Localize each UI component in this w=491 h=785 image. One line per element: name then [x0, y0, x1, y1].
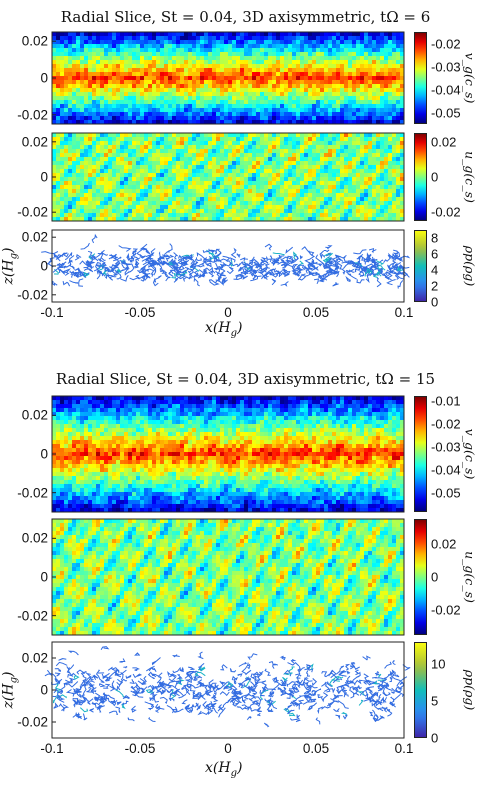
figure-1-rhop-colorbar-label: ρp(ρg) — [462, 245, 478, 287]
figure-1-panel-3-colorbar-tick: 6 — [431, 246, 439, 262]
figure-2-ug-heatmap — [51, 518, 405, 636]
figure-1-vz-colorbar — [414, 32, 427, 124]
figure-1-panel-1-colorbar-tick: -0.05 — [431, 105, 461, 120]
figure-1-rhop-scatter — [41, 229, 411, 303]
figure-2-panel-2-colorbar-tick: -0.02 — [431, 602, 461, 618]
figure-1-panel-1-colorbar-tick: -0.02 — [431, 36, 461, 51]
figure-2-panel-2-ytick: 0.02 — [21, 530, 48, 546]
figure-1-vz-colorbar-label: v_g(c_s) — [462, 52, 478, 104]
figure-2-panel-1-colorbar-tick: -0.03 — [431, 439, 461, 455]
figure-2-panel-1-colorbar-tick: -0.05 — [431, 485, 461, 501]
figure-2-rhop-scatter — [44, 641, 411, 739]
figure-2-vz-colorbar-label: v_g(c_s) — [462, 428, 478, 480]
figure-2-panel-1-colorbar-tick: -0.04 — [431, 462, 461, 478]
figure-1-xtick: -0.1 — [40, 305, 64, 320]
figure-2-panel-3-colorbar-tick: 0 — [431, 730, 439, 746]
figure-1-xtick: 0 — [224, 305, 232, 320]
figure-1-panel-2-colorbar-tick: 0.02 — [431, 134, 457, 150]
figure-2-panel-2-ytick: 0 — [40, 569, 48, 585]
figure-1-vz-heatmap — [51, 31, 405, 125]
figure-1-panel-1-ytick: 0.02 — [21, 33, 48, 49]
figure-1-panel-2-ytick: 0.02 — [21, 134, 48, 150]
figure-2-panel-2-ytick: -0.02 — [17, 608, 48, 624]
figure-2-vz-heatmap — [51, 395, 405, 513]
figure-2-ug-colorbar-label: u_g(c_s) — [462, 551, 478, 603]
figure-1-ug-heatmap — [51, 132, 405, 222]
figure-2-vz-colorbar — [414, 396, 427, 512]
figure-2-panel-3-ytick: 0.02 — [21, 650, 48, 666]
figure-2-panel-3-colorbar-tick: 5 — [431, 693, 439, 709]
figure-2-panel-1-ytick: 0 — [40, 446, 48, 462]
figure-2-xtick: 0.05 — [302, 741, 330, 756]
figure-2-panel-1-colorbar-tick: -0.02 — [431, 416, 461, 432]
figure-1-panel-3-ytick: 0 — [40, 258, 48, 274]
figure-1-panel-3-colorbar-tick: 2 — [431, 278, 439, 294]
figure-1-panel-2-ytick: -0.02 — [17, 204, 48, 220]
figure-1-panel-2-colorbar-tick: 0 — [431, 169, 439, 185]
figure-2-rhop-colorbar-label: ρp(ρg) — [462, 669, 478, 711]
figure-1-panel-3-colorbar-tick: 0 — [431, 294, 439, 310]
figure-1-xlabel: x(Hg) — [205, 320, 243, 339]
figure-1-panel-1-ytick: 0 — [40, 70, 48, 86]
figure-1-ug-colorbar — [414, 133, 427, 221]
figure-2-xtick: 0 — [224, 741, 232, 756]
figure-2-xtick: -0.1 — [40, 741, 64, 756]
figure-1-title: Radial Slice, St = 0.04, 3D axisymmetric… — [60, 8, 431, 26]
figure-1-panel-1-colorbar-tick: -0.04 — [431, 82, 461, 97]
figure-1-panel-2-colorbar-tick: -0.02 — [431, 204, 461, 220]
figure-2-title: Radial Slice, St = 0.04, 3D axisymmetric… — [55, 370, 436, 388]
figure-1-panel-3-colorbar-tick: 4 — [431, 262, 439, 278]
figure-1-ug-colorbar-label: u_g(c_s) — [462, 151, 478, 203]
figure-1-xtick: 0.05 — [302, 305, 330, 320]
figure-2-panel-2-colorbar-tick: 0.02 — [431, 536, 457, 552]
figure-2-panel-1-colorbar-tick: -0.01 — [431, 393, 461, 409]
figure-2-panel-3-ytick: -0.02 — [17, 714, 48, 730]
figure-2-panel-1-ytick: 0.02 — [21, 407, 48, 423]
figure-2-ug-colorbar — [414, 519, 427, 635]
figure-1-xtick: 0.1 — [394, 305, 414, 320]
figure-2-panel-3-ytick: 0 — [40, 682, 48, 698]
figure-1-panel-3-ytick: -0.02 — [17, 287, 48, 303]
figure-1-xtick: -0.05 — [124, 305, 156, 320]
figure-1-panel-1-colorbar-tick: -0.03 — [431, 59, 461, 74]
figure-2-panel-2-colorbar-tick: 0 — [431, 569, 439, 585]
figure-1-panel-1-ytick: -0.02 — [17, 107, 48, 123]
figure-2-panel-1-ytick: -0.02 — [17, 485, 48, 501]
figure-1-panel-3-colorbar-tick: 8 — [431, 230, 439, 246]
figure-2-rhop-colorbar — [414, 642, 427, 738]
figure-1-rhop-colorbar — [414, 230, 427, 302]
figure-1-panel-3-ytick: 0.02 — [21, 229, 48, 245]
figure-2-xtick: -0.05 — [124, 741, 156, 756]
figure-2-xlabel: x(Hg) — [205, 760, 243, 779]
figure-2-xtick: 0.1 — [394, 741, 414, 756]
figure-1-panel-2-ytick: 0 — [40, 169, 48, 185]
figure-2-panel-3-colorbar-tick: 10 — [431, 656, 446, 672]
